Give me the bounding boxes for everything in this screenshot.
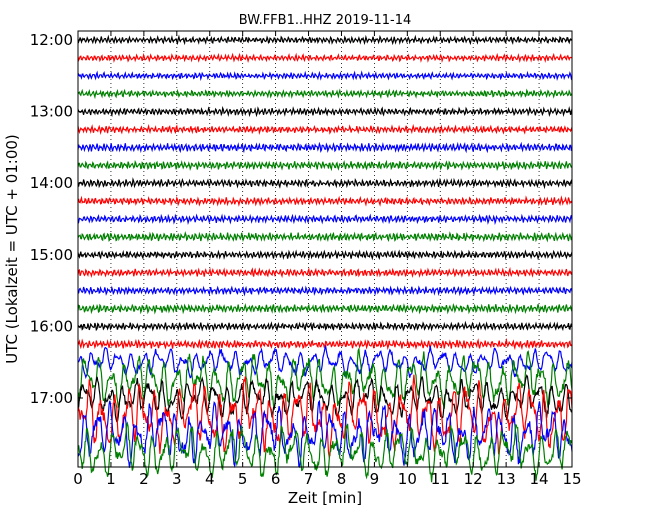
seismogram-trace — [77, 249, 573, 261]
y-tick-label: 12:00 — [30, 31, 73, 49]
x-tick-label: 13 — [497, 470, 516, 488]
seismogram-trace — [77, 320, 573, 333]
seismogram-trace — [77, 177, 573, 190]
x-tick-label: 2 — [139, 470, 149, 488]
seismogram-trace — [77, 374, 573, 459]
x-axis-label: Zeit [min] — [288, 489, 362, 507]
y-tick-label: 13:00 — [30, 103, 73, 121]
seismogram-trace — [77, 105, 573, 118]
seismogram-trace — [77, 399, 573, 469]
y-tick-label: 15:00 — [30, 246, 73, 264]
x-tick-label: 4 — [205, 470, 215, 488]
seismogram-trace — [77, 70, 573, 82]
y-tick-label: 16:00 — [30, 317, 73, 335]
y-axis-label: UTC (Lokalzeit = UTC + 01:00) — [3, 134, 21, 364]
x-tick-label: 1 — [106, 470, 116, 488]
seismogram-trace — [77, 337, 573, 351]
seismogram-trace — [77, 34, 573, 46]
seismogram-trace — [77, 421, 573, 483]
y-tick-label: 14:00 — [30, 174, 73, 192]
chart-title: BW.FFB1..HHZ 2019-11-14 — [239, 13, 412, 28]
x-tick-label: 9 — [370, 470, 380, 488]
seismogram-trace — [77, 231, 573, 243]
x-tick-label: 3 — [172, 470, 182, 488]
x-tick-label: 14 — [530, 470, 549, 488]
seismogram-trace — [77, 141, 573, 154]
x-tick-label: 7 — [304, 470, 314, 488]
seismogram-trace — [77, 52, 573, 64]
x-tick-label: 0 — [73, 470, 83, 488]
x-tick-label: 12 — [464, 470, 483, 488]
seismogram-trace — [77, 195, 573, 207]
seismogram-trace — [77, 213, 573, 226]
x-tick-label: 6 — [271, 470, 281, 488]
y-tick-label: 17:00 — [30, 389, 73, 407]
seismogram-trace — [77, 266, 573, 279]
vertical-gridlines — [110, 31, 540, 467]
seismogram-trace — [77, 159, 572, 172]
seismogram-trace — [77, 302, 573, 315]
x-tick-label: 8 — [337, 470, 347, 488]
x-tick-label: 11 — [431, 470, 450, 488]
seismogram-trace — [77, 123, 573, 135]
x-tick-label: 15 — [562, 470, 581, 488]
x-tick-label: 5 — [238, 470, 248, 488]
x-tick-label: 10 — [398, 470, 417, 488]
plot-frame — [77, 30, 573, 468]
seismogram-trace — [77, 88, 573, 100]
x-axis-ticks: 0 1 2 3 4 5 6 7 8 9 10 11 12 13 14 15 — [73, 31, 582, 488]
y-axis-ticks: 12:00 13:00 14:00 15:00 16:00 17:00 — [30, 31, 572, 407]
seismogram-trace — [77, 285, 573, 297]
seismogram-traces — [77, 34, 573, 483]
